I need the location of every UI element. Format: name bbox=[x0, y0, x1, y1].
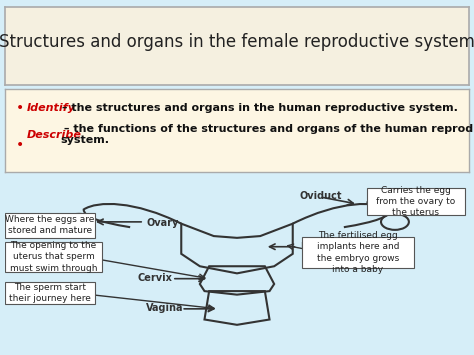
Text: Describe: Describe bbox=[27, 130, 82, 140]
FancyBboxPatch shape bbox=[5, 282, 95, 304]
FancyBboxPatch shape bbox=[302, 237, 413, 268]
FancyBboxPatch shape bbox=[367, 188, 465, 215]
Text: The fertilised egg
implants here and
the embryo grows
into a baby: The fertilised egg implants here and the… bbox=[317, 231, 399, 274]
Text: Uterus: Uterus bbox=[300, 242, 337, 252]
FancyBboxPatch shape bbox=[5, 242, 102, 272]
Text: The sperm start
their journey here: The sperm start their journey here bbox=[9, 283, 91, 303]
Text: Cervix: Cervix bbox=[137, 273, 172, 283]
Text: Ovary: Ovary bbox=[146, 218, 179, 228]
Text: Carries the egg
from the ovary to
the uterus: Carries the egg from the ovary to the ut… bbox=[376, 186, 456, 217]
Text: Where the eggs are
stored and mature: Where the eggs are stored and mature bbox=[5, 215, 95, 235]
Text: •: • bbox=[16, 101, 25, 115]
Text: Identify: Identify bbox=[27, 103, 75, 113]
Text: Vagina: Vagina bbox=[146, 303, 184, 313]
Text: – the structures and organs in the human reproductive system.: – the structures and organs in the human… bbox=[58, 103, 458, 113]
Text: – the functions of the structures and organs of the human reproductive
system.: – the functions of the structures and or… bbox=[60, 124, 474, 146]
Text: Structures and organs in the female reproductive system: Structures and organs in the female repr… bbox=[0, 33, 474, 51]
Text: Oviduct: Oviduct bbox=[300, 191, 342, 201]
Text: The opening to the
uterus that sperm
must swim through: The opening to the uterus that sperm mus… bbox=[10, 241, 97, 273]
Text: •: • bbox=[16, 138, 25, 153]
FancyBboxPatch shape bbox=[5, 213, 95, 238]
